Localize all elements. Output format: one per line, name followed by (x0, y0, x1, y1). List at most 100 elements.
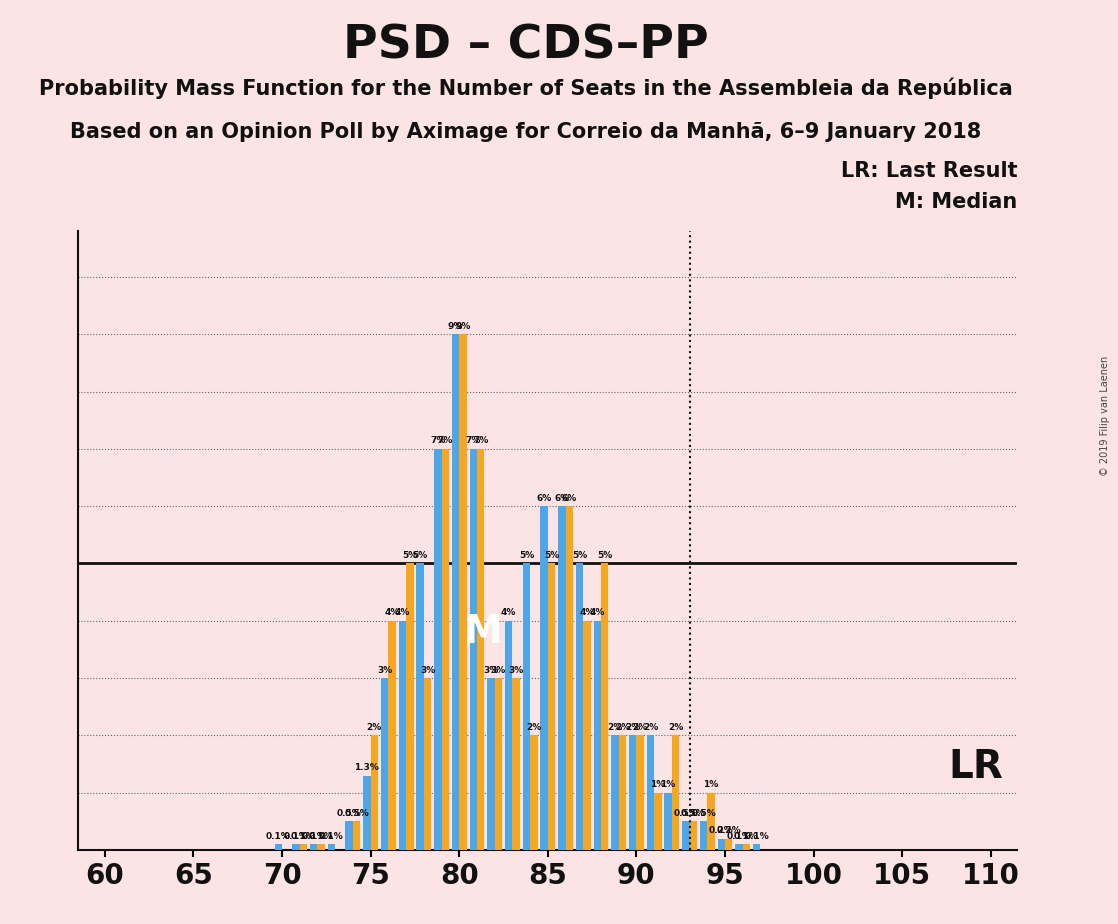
Text: 0.1%: 0.1% (302, 832, 326, 841)
Text: LR: Last Result: LR: Last Result (841, 162, 1017, 181)
Text: 0.1%: 0.1% (291, 832, 316, 841)
Bar (566, 506, 574, 850)
Text: 5%: 5% (572, 551, 587, 560)
Bar (576, 564, 584, 850)
Bar (442, 449, 449, 850)
Text: 1%: 1% (661, 781, 675, 789)
Bar (494, 678, 502, 850)
Bar (690, 821, 697, 850)
Text: 4%: 4% (589, 608, 605, 617)
Bar (618, 736, 626, 850)
Text: 2%: 2% (367, 723, 382, 732)
Text: 1.3%: 1.3% (354, 763, 379, 772)
Bar (452, 334, 459, 850)
Bar (584, 621, 590, 850)
Text: 2%: 2% (615, 723, 631, 732)
Text: 6%: 6% (555, 493, 569, 503)
Text: 0.1%: 0.1% (735, 832, 759, 841)
Bar (487, 678, 494, 850)
Text: 9%: 9% (455, 322, 471, 331)
Bar (318, 845, 325, 850)
Bar (388, 621, 396, 850)
Bar (470, 449, 477, 850)
Bar (646, 736, 654, 850)
Text: 6%: 6% (561, 493, 577, 503)
Text: 0.5%: 0.5% (691, 809, 716, 818)
Text: 1%: 1% (651, 781, 665, 789)
Text: 0.1%: 0.1% (309, 832, 333, 841)
Text: 0.2%: 0.2% (709, 826, 733, 835)
Text: 7%: 7% (430, 436, 445, 445)
Text: PSD – CDS–PP: PSD – CDS–PP (342, 23, 709, 68)
Text: 0.5%: 0.5% (337, 809, 361, 818)
Text: 0.1%: 0.1% (727, 832, 751, 841)
Text: 5%: 5% (402, 551, 417, 560)
Bar (754, 845, 760, 850)
Bar (708, 793, 714, 850)
Text: 4%: 4% (395, 608, 410, 617)
Text: 0.1%: 0.1% (266, 832, 291, 841)
Text: 2%: 2% (625, 723, 641, 732)
Text: 0.1%: 0.1% (319, 832, 344, 841)
Text: 2%: 2% (643, 723, 659, 732)
Text: 0.1%: 0.1% (745, 832, 769, 841)
Bar (434, 449, 442, 850)
Bar (612, 736, 618, 850)
Bar (718, 839, 724, 850)
Bar (654, 793, 662, 850)
Text: 4%: 4% (501, 608, 517, 617)
Bar (345, 821, 353, 850)
Text: 3%: 3% (377, 665, 392, 675)
Bar (477, 449, 484, 850)
Bar (512, 678, 520, 850)
Bar (736, 845, 742, 850)
Text: 2%: 2% (633, 723, 647, 732)
Bar (664, 793, 672, 850)
Bar (399, 621, 406, 850)
Text: 2%: 2% (667, 723, 683, 732)
Bar (601, 564, 608, 850)
Text: 0.5%: 0.5% (681, 809, 705, 818)
Text: 4%: 4% (385, 608, 400, 617)
Text: 0.5%: 0.5% (344, 809, 369, 818)
Text: LR: LR (948, 748, 1003, 785)
Bar (530, 736, 538, 850)
Bar (300, 845, 307, 850)
Text: 5%: 5% (597, 551, 613, 560)
Bar (353, 821, 360, 850)
Bar (459, 334, 466, 850)
Text: 5%: 5% (544, 551, 559, 560)
Text: 4%: 4% (579, 608, 595, 617)
Bar (424, 678, 432, 850)
Text: 0.2%: 0.2% (717, 826, 741, 835)
Text: 7%: 7% (465, 436, 481, 445)
Text: 3%: 3% (491, 665, 506, 675)
Text: 3%: 3% (420, 665, 435, 675)
Text: © 2019 Filip van Laenen: © 2019 Filip van Laenen (1100, 356, 1109, 476)
Bar (594, 621, 601, 850)
Bar (558, 506, 566, 850)
Text: 7%: 7% (473, 436, 489, 445)
Bar (505, 621, 512, 850)
Text: Based on an Opinion Poll by Aximage for Correio da Manhã, 6–9 January 2018: Based on an Opinion Poll by Aximage for … (69, 122, 982, 142)
Text: 3%: 3% (483, 665, 499, 675)
Bar (381, 678, 388, 850)
Bar (700, 821, 708, 850)
Text: 0.1%: 0.1% (284, 832, 309, 841)
Bar (629, 736, 636, 850)
Bar (724, 839, 732, 850)
Bar (406, 564, 414, 850)
Text: 0.5%: 0.5% (673, 809, 699, 818)
Text: M: M (463, 614, 502, 651)
Text: 2%: 2% (607, 723, 623, 732)
Text: 6%: 6% (537, 493, 551, 503)
Text: 5%: 5% (413, 551, 428, 560)
Bar (742, 845, 750, 850)
Bar (682, 821, 690, 850)
Bar (540, 506, 548, 850)
Text: 2%: 2% (527, 723, 541, 732)
Text: 3%: 3% (509, 665, 523, 675)
Text: M: Median: M: Median (896, 192, 1017, 213)
Bar (636, 736, 644, 850)
Bar (548, 564, 556, 850)
